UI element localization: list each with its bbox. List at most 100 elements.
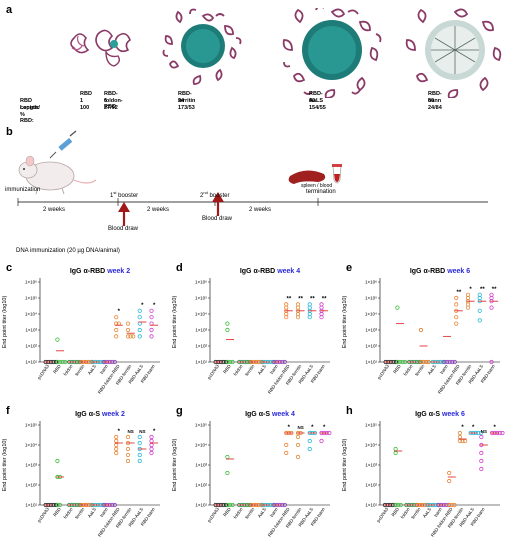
data-point	[477, 318, 482, 323]
x-tick-label: bann	[439, 363, 449, 374]
data-point	[53, 359, 59, 365]
y-tick-label: 1×10³	[25, 463, 37, 468]
significance-mark: **	[298, 296, 303, 302]
x-tick-label: RBD	[52, 363, 62, 374]
construct-rbd-aals: RBD-AaLS	[309, 91, 324, 104]
y-tick-label: 1×10³	[365, 328, 377, 333]
data-point	[125, 434, 131, 440]
y-tick-label: 1×10⁵	[195, 423, 207, 428]
data-point	[307, 315, 312, 320]
label-immunization: immunization	[5, 187, 41, 193]
x-tick-label: bann	[269, 363, 279, 374]
data-point	[489, 305, 494, 310]
label-termination: termination	[306, 189, 336, 195]
chart-title: IgG α-S week 4	[245, 411, 295, 418]
data-point	[307, 446, 312, 452]
rbd-aals-structure	[282, 8, 382, 98]
panel-g-label: g	[176, 405, 183, 417]
significance-mark: **	[310, 296, 315, 302]
blood-tube-icon	[332, 164, 342, 184]
x-tick-label: ferritin	[74, 506, 86, 520]
data-point	[114, 327, 119, 333]
data-point	[114, 450, 119, 456]
chart-title: IgG α-RBD week 2	[70, 268, 130, 275]
data-point	[125, 334, 131, 339]
y-axis-label: End point titer (log10)	[2, 439, 8, 492]
data-point	[225, 454, 230, 460]
significance-mark: **	[456, 290, 461, 296]
y-tick-label: 1×10¹	[195, 503, 207, 508]
x-tick-label: foldon	[62, 506, 73, 519]
data-point	[149, 327, 154, 333]
x-tick-label: bann	[433, 506, 443, 517]
y-tick-label: 1×10²	[25, 483, 37, 488]
data-point	[452, 359, 457, 365]
x-tick-label: pcDNA3	[36, 363, 50, 380]
data-point	[282, 359, 287, 365]
row-label-copies: RBD copies:	[20, 98, 40, 111]
label-booster-2: 2nd booster	[200, 190, 230, 199]
x-tick-label: foldon	[232, 363, 243, 376]
x-tick-label: AaLS	[427, 364, 437, 376]
data-point	[225, 359, 230, 365]
data-point	[125, 327, 131, 333]
label-booster-1: 1st booster	[110, 190, 139, 199]
y-tick-label: 1×10⁴	[25, 443, 37, 448]
x-tick-label: RBD	[52, 506, 62, 517]
data-point	[478, 430, 484, 436]
data-point	[319, 315, 324, 320]
data-point	[137, 315, 142, 320]
chart-g: IgG α-S week 4 End point titer (log10) 1×1…	[172, 411, 332, 538]
panel-h-label: h	[346, 405, 353, 417]
x-tick-label: AaLS	[87, 364, 97, 376]
significance-mark: *	[493, 425, 496, 431]
data-point	[149, 442, 154, 448]
data-point	[223, 502, 229, 508]
x-tick-label: AaLS	[87, 507, 97, 519]
data-point	[295, 442, 301, 448]
data-point	[149, 438, 154, 444]
length-rbd-aals: 154/55	[309, 105, 326, 111]
length-rbd: 100	[80, 105, 90, 111]
data-point	[307, 438, 312, 444]
significance-mark: *	[469, 287, 472, 293]
copies-rbd-ferritin: 24	[178, 98, 185, 104]
blood-draw-label-2: Blood draw	[202, 216, 233, 222]
data-point	[225, 327, 230, 333]
significance-mark: **	[480, 287, 485, 293]
length-rbd-bann: 24/84	[428, 105, 442, 111]
data-point	[454, 315, 459, 320]
data-point	[131, 334, 136, 339]
data-point	[457, 430, 463, 436]
x-tick-label: RBD	[390, 506, 400, 517]
significance-mark: **	[286, 296, 291, 302]
data-point	[418, 327, 424, 333]
data-point	[454, 302, 459, 307]
data-point	[137, 440, 142, 446]
data-point	[227, 502, 233, 508]
x-tick-label: foldon	[402, 363, 413, 376]
panel-f-label: f	[6, 405, 10, 417]
data-point	[403, 359, 408, 365]
x-tick-label: foldon	[62, 363, 73, 376]
data-point	[479, 466, 484, 472]
construct-rbd-foldon-rbd: RBD-foldon-RBD	[104, 91, 123, 110]
construct-rbd: RBD	[80, 91, 92, 97]
significance-mark: *	[472, 425, 475, 431]
blood-draw-label-1: Blood draw	[108, 226, 139, 232]
data-point	[393, 446, 398, 452]
chart-h: IgG α-S week 6 End point titer (log10) 1×1…	[342, 411, 505, 538]
y-tick-label: 1×10⁴	[25, 312, 37, 317]
data-point	[112, 359, 117, 365]
blood-draw-arrow-1	[118, 202, 130, 226]
y-tick-label: 1×10⁶	[195, 280, 207, 285]
y-tick-label: 1×10⁴	[195, 443, 207, 448]
data-point	[55, 502, 60, 508]
data-point	[447, 502, 452, 508]
data-point	[53, 502, 59, 508]
significance-mark: *	[141, 303, 144, 309]
spleen-icon	[288, 170, 326, 184]
data-point	[149, 434, 154, 440]
x-tick-label: pcDNA3	[376, 506, 390, 523]
y-axis-label: End point titer (log10)	[2, 296, 8, 349]
